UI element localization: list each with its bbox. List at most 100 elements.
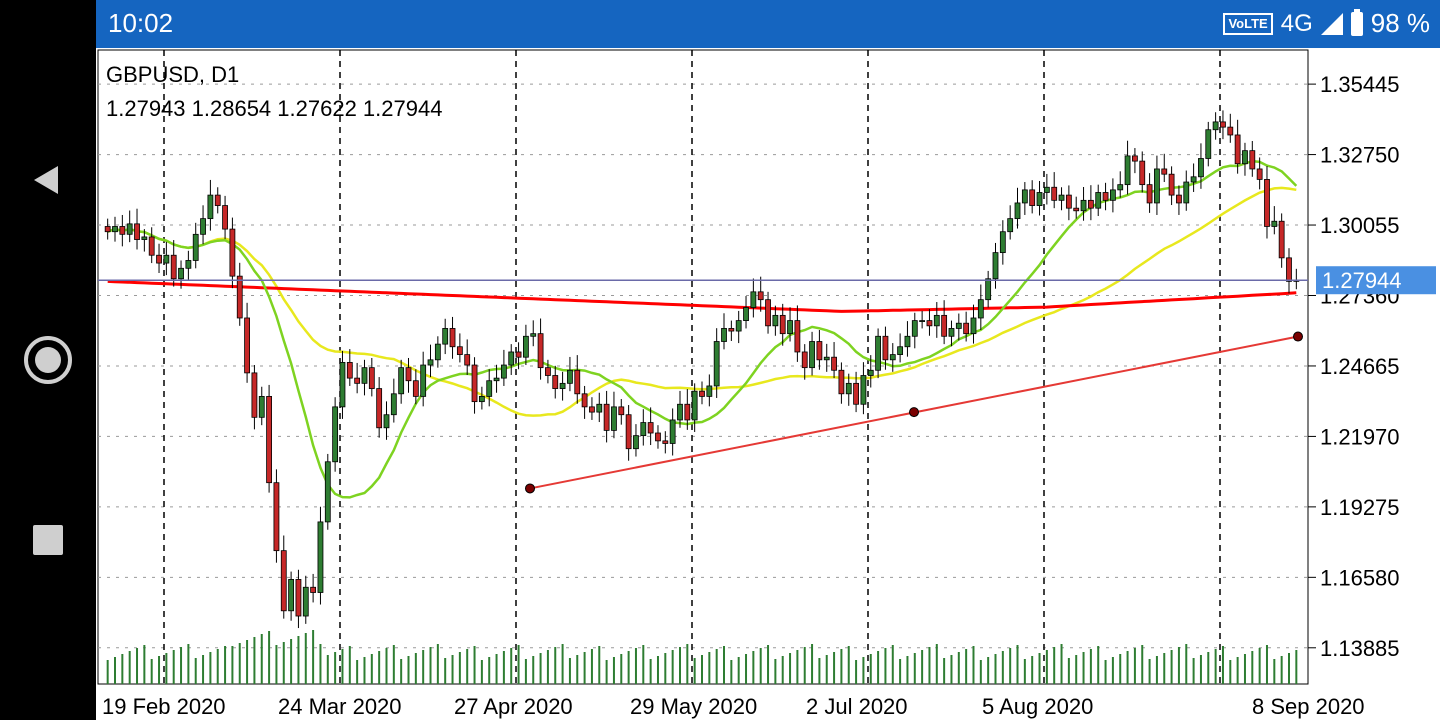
candle-body bbox=[1154, 168, 1160, 204]
candle-body bbox=[589, 406, 595, 413]
candle-body bbox=[214, 194, 221, 206]
x-tick-label: 24 Mar 2020 bbox=[278, 694, 402, 719]
candle-body bbox=[523, 335, 529, 358]
candle-body bbox=[1220, 121, 1226, 128]
candle-body bbox=[713, 341, 720, 387]
candle-body bbox=[302, 586, 309, 617]
candle-body bbox=[618, 406, 625, 416]
candle-body bbox=[1080, 199, 1087, 212]
battery-level: 98 % bbox=[1370, 8, 1430, 38]
signal-icon bbox=[1320, 12, 1343, 35]
candle-body bbox=[1264, 179, 1270, 227]
candle-body bbox=[1095, 192, 1102, 209]
candle-body bbox=[354, 377, 361, 384]
status-icons: VoLTE 4G 98 % bbox=[1223, 8, 1430, 39]
candle-body bbox=[1051, 186, 1058, 201]
system-nav-bar bbox=[0, 0, 96, 720]
candle-body bbox=[596, 403, 603, 413]
x-tick-label: 19 Feb 2020 bbox=[102, 694, 226, 719]
candle-body bbox=[1249, 150, 1256, 170]
x-tick-label: 8 Sep 2020 bbox=[1252, 694, 1365, 719]
candle-body bbox=[699, 390, 705, 397]
candle-body bbox=[640, 422, 647, 437]
status-bar: 10:02 VoLTE 4G 98 % bbox=[96, 0, 1440, 48]
candle-body bbox=[1029, 189, 1036, 206]
candle-body bbox=[236, 275, 243, 319]
candle-body bbox=[1124, 155, 1131, 186]
y-tick-label: 1.13885 bbox=[1320, 636, 1400, 661]
candle-body bbox=[625, 414, 632, 450]
candle-body bbox=[955, 322, 962, 329]
candle-body bbox=[889, 354, 896, 361]
candle-body bbox=[405, 367, 412, 382]
candle-body bbox=[508, 351, 515, 366]
current-price-label: 1.27944 bbox=[1322, 268, 1402, 293]
candle-body bbox=[559, 382, 566, 389]
candle-body bbox=[669, 419, 676, 444]
back-icon[interactable] bbox=[22, 154, 74, 206]
candle-body bbox=[244, 317, 250, 374]
candle-body bbox=[339, 362, 346, 408]
candle-body bbox=[1146, 184, 1153, 204]
home-icon[interactable] bbox=[22, 334, 74, 386]
clock: 10:02 bbox=[108, 8, 174, 38]
candle-body bbox=[845, 382, 852, 395]
candle-body bbox=[1117, 184, 1124, 191]
candle-body bbox=[933, 314, 940, 327]
candle-body bbox=[266, 396, 272, 484]
candle-body bbox=[493, 377, 500, 382]
y-tick-label: 1.24665 bbox=[1320, 354, 1400, 379]
y-tick-label: 1.21970 bbox=[1320, 424, 1400, 449]
candle-body bbox=[838, 369, 845, 395]
candle-body bbox=[721, 328, 727, 342]
candle-body bbox=[809, 341, 815, 369]
candle-body bbox=[552, 375, 559, 389]
candle-body bbox=[420, 364, 427, 397]
candle-body bbox=[141, 236, 148, 240]
candle-body bbox=[1212, 121, 1219, 131]
current-price-badge bbox=[1316, 266, 1436, 295]
candle-body bbox=[728, 328, 735, 332]
candle-body bbox=[662, 440, 669, 444]
candle-body bbox=[919, 320, 926, 322]
candle-body bbox=[207, 194, 214, 220]
candle-body bbox=[310, 586, 317, 593]
candle-body bbox=[992, 252, 999, 280]
candle-body bbox=[288, 579, 295, 612]
candle-body bbox=[456, 346, 463, 355]
candle-body bbox=[684, 403, 691, 421]
candle-body bbox=[295, 579, 302, 617]
candle-body bbox=[1278, 220, 1285, 259]
candle-body bbox=[376, 388, 383, 429]
candle-body bbox=[1087, 199, 1094, 209]
chart-area[interactable]: 1.35445 1.32750 1.30055 1.27360 1.24665 1.219… bbox=[96, 48, 1440, 720]
candle-body bbox=[317, 521, 324, 593]
candle-body bbox=[390, 393, 397, 416]
candle-body bbox=[882, 335, 889, 361]
price-chart[interactable]: 1.354451.327501.300551.273601.246651.219… bbox=[96, 48, 1440, 720]
candle-body bbox=[1205, 129, 1212, 159]
candle-body bbox=[1161, 168, 1168, 175]
candle-body bbox=[904, 335, 911, 348]
candle-body bbox=[1021, 189, 1028, 204]
recents-icon[interactable] bbox=[22, 514, 74, 566]
candle-body bbox=[948, 328, 955, 337]
candle-body bbox=[743, 307, 749, 321]
candle-body bbox=[787, 320, 793, 335]
candle-body bbox=[926, 320, 933, 327]
candle-body bbox=[831, 356, 837, 371]
ma-red-line bbox=[107, 279, 1297, 313]
plot-frame bbox=[97, 49, 1309, 685]
candle-body bbox=[545, 367, 551, 376]
candle-body bbox=[1065, 194, 1072, 209]
candle-body bbox=[412, 380, 419, 397]
candle-body bbox=[104, 226, 111, 233]
ma-green-line bbox=[107, 159, 1298, 499]
symbol-label: GBPUSD, D1 bbox=[106, 62, 240, 87]
candle-body bbox=[156, 254, 162, 264]
candle-body bbox=[677, 403, 683, 421]
y-tick-label: 1.16580 bbox=[1320, 565, 1400, 590]
network-type: 4G bbox=[1280, 9, 1313, 37]
candle-body bbox=[1190, 176, 1197, 183]
candle-body bbox=[875, 335, 881, 371]
